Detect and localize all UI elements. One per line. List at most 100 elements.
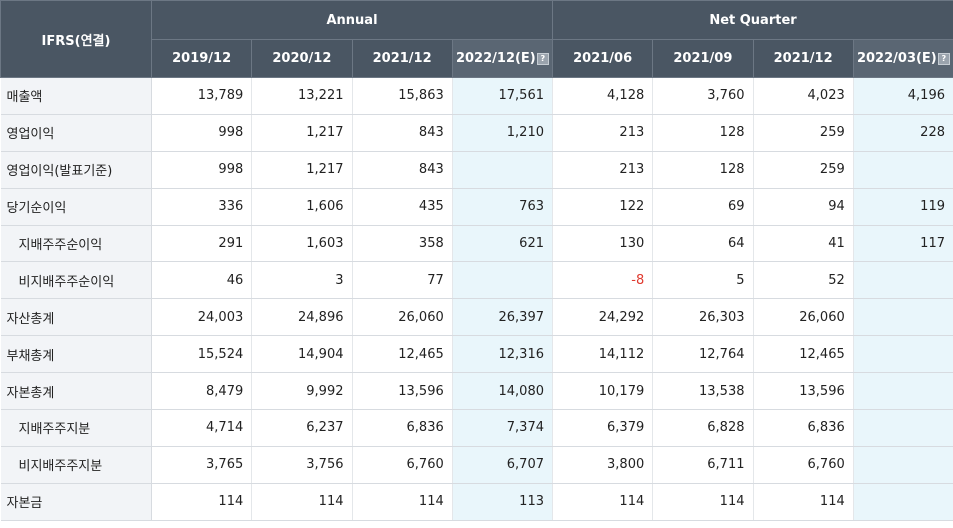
value-cell: 14,080 bbox=[452, 372, 554, 411]
value-cell: 77 bbox=[352, 261, 453, 300]
value-cell: 113 bbox=[452, 483, 554, 521]
value-cell: 1,217 bbox=[251, 151, 353, 189]
value-cell: 114 bbox=[251, 483, 353, 521]
value-cell: 130 bbox=[552, 225, 654, 263]
value-cell: 3,800 bbox=[552, 446, 654, 484]
value-cell bbox=[853, 409, 953, 447]
table-body: 매출액 13,789 13,221 15,863 17,561 4,128 3,760 4,0… bbox=[0, 77, 953, 521]
value-cell: 336 bbox=[151, 188, 253, 226]
row-label: 영업이익 bbox=[0, 114, 152, 152]
table-row: 영업이익 998 1,217 843 1,210 213 128 259 228 bbox=[0, 114, 953, 152]
table-row: 비지배주주지분 3,765 3,756 6,760 6,707 3,800 6,711 6,7… bbox=[0, 446, 953, 484]
value-cell: 14,112 bbox=[552, 335, 654, 374]
value-cell: -8 bbox=[552, 261, 654, 300]
row-label: 지배주주순이익 bbox=[0, 225, 152, 263]
value-cell: 128 bbox=[652, 114, 754, 152]
value-cell: 26,060 bbox=[753, 298, 854, 337]
period-header: 2019/12 bbox=[150, 39, 253, 78]
value-cell: 24,896 bbox=[251, 298, 353, 337]
value-cell: 843 bbox=[352, 114, 453, 152]
value-cell bbox=[853, 483, 953, 521]
row-label: 매출액 bbox=[0, 77, 152, 115]
question-icon[interactable]: ? bbox=[937, 53, 950, 65]
value-cell: 6,760 bbox=[753, 446, 854, 484]
value-cell: 3,765 bbox=[151, 446, 253, 484]
table-row: 지배주주순이익 291 1,603 358 621 130 64 41 117 bbox=[0, 225, 953, 263]
value-cell: 3 bbox=[251, 261, 353, 300]
value-cell bbox=[452, 261, 554, 300]
value-cell: 1,606 bbox=[251, 188, 353, 226]
value-cell: 435 bbox=[352, 188, 453, 226]
value-cell: 69 bbox=[652, 188, 754, 226]
row-label: 자산총계 bbox=[0, 298, 152, 337]
value-cell bbox=[452, 151, 554, 189]
value-cell: 6,836 bbox=[352, 409, 453, 447]
value-cell: 5 bbox=[652, 261, 754, 300]
period-header-estimate: 2022/03(E)? bbox=[852, 39, 953, 78]
value-cell: 119 bbox=[853, 188, 953, 226]
value-cell: 4,196 bbox=[853, 77, 953, 115]
value-cell: 15,863 bbox=[352, 77, 453, 115]
value-cell: 13,596 bbox=[753, 372, 854, 411]
value-cell: 4,023 bbox=[753, 77, 854, 115]
value-cell: 1,210 bbox=[452, 114, 554, 152]
value-cell: 41 bbox=[753, 225, 854, 263]
value-cell: 114 bbox=[552, 483, 654, 521]
value-cell: 12,465 bbox=[753, 335, 854, 374]
value-cell: 4,714 bbox=[151, 409, 253, 447]
net-quarter-group-header: Net Quarter bbox=[552, 0, 953, 40]
row-label: 자본금 bbox=[0, 483, 152, 521]
table-row: 부채총계 15,524 14,904 12,465 12,316 14,112 12,764… bbox=[0, 335, 953, 374]
value-cell: 259 bbox=[753, 114, 854, 152]
value-cell: 13,538 bbox=[652, 372, 754, 411]
value-cell: 94 bbox=[753, 188, 854, 226]
ifrs-consolidated-header: IFRS(연결) bbox=[0, 0, 152, 78]
value-cell: 6,379 bbox=[552, 409, 654, 447]
value-cell: 117 bbox=[853, 225, 953, 263]
table-row: 자본금 114 114 114 113 114 114 114 bbox=[0, 483, 953, 521]
value-cell: 10,179 bbox=[552, 372, 654, 411]
row-label: 비지배주주순이익 bbox=[0, 261, 152, 300]
table-row: 자본총계 8,479 9,992 13,596 14,080 10,179 13,538 13… bbox=[0, 372, 953, 411]
value-cell: 128 bbox=[652, 151, 754, 189]
value-cell: 3,760 bbox=[652, 77, 754, 115]
period-header: 2021/06 bbox=[551, 39, 654, 78]
value-cell: 114 bbox=[151, 483, 253, 521]
value-cell: 26,397 bbox=[452, 298, 554, 337]
value-cell bbox=[853, 446, 953, 484]
value-cell: 358 bbox=[352, 225, 453, 263]
period-header: 2021/12 bbox=[351, 39, 453, 78]
period-header-estimate: 2022/12(E)? bbox=[451, 39, 554, 78]
value-cell: 15,524 bbox=[151, 335, 253, 374]
value-cell: 13,596 bbox=[352, 372, 453, 411]
value-cell: 763 bbox=[452, 188, 554, 226]
value-cell: 228 bbox=[853, 114, 953, 152]
value-cell: 843 bbox=[352, 151, 453, 189]
value-cell: 998 bbox=[151, 114, 253, 152]
value-cell: 12,316 bbox=[452, 335, 554, 374]
value-cell: 12,465 bbox=[352, 335, 453, 374]
annual-group-header: Annual bbox=[151, 0, 553, 40]
value-cell: 213 bbox=[552, 114, 654, 152]
value-cell: 24,292 bbox=[552, 298, 654, 337]
value-cell: 52 bbox=[753, 261, 854, 300]
value-cell: 6,237 bbox=[251, 409, 353, 447]
value-cell: 122 bbox=[552, 188, 654, 226]
value-cell: 6,711 bbox=[652, 446, 754, 484]
table-row: 비지배주주순이익 46 3 77 -8 5 52 bbox=[0, 261, 953, 300]
value-cell bbox=[853, 151, 953, 189]
value-cell: 17,561 bbox=[452, 77, 554, 115]
value-cell: 6,760 bbox=[352, 446, 453, 484]
question-icon[interactable]: ? bbox=[536, 53, 549, 65]
value-cell: 6,707 bbox=[452, 446, 554, 484]
table-row: 지배주주지분 4,714 6,237 6,836 7,374 6,379 6,828 6,83… bbox=[0, 409, 953, 447]
value-cell: 64 bbox=[652, 225, 754, 263]
value-cell: 9,992 bbox=[251, 372, 353, 411]
value-cell: 114 bbox=[652, 483, 754, 521]
value-cell: 6,828 bbox=[652, 409, 754, 447]
value-cell: 259 bbox=[753, 151, 854, 189]
row-label: 당기순이익 bbox=[0, 188, 152, 226]
value-cell: 3,756 bbox=[251, 446, 353, 484]
period-header: 2021/12 bbox=[752, 39, 854, 78]
value-cell: 291 bbox=[151, 225, 253, 263]
